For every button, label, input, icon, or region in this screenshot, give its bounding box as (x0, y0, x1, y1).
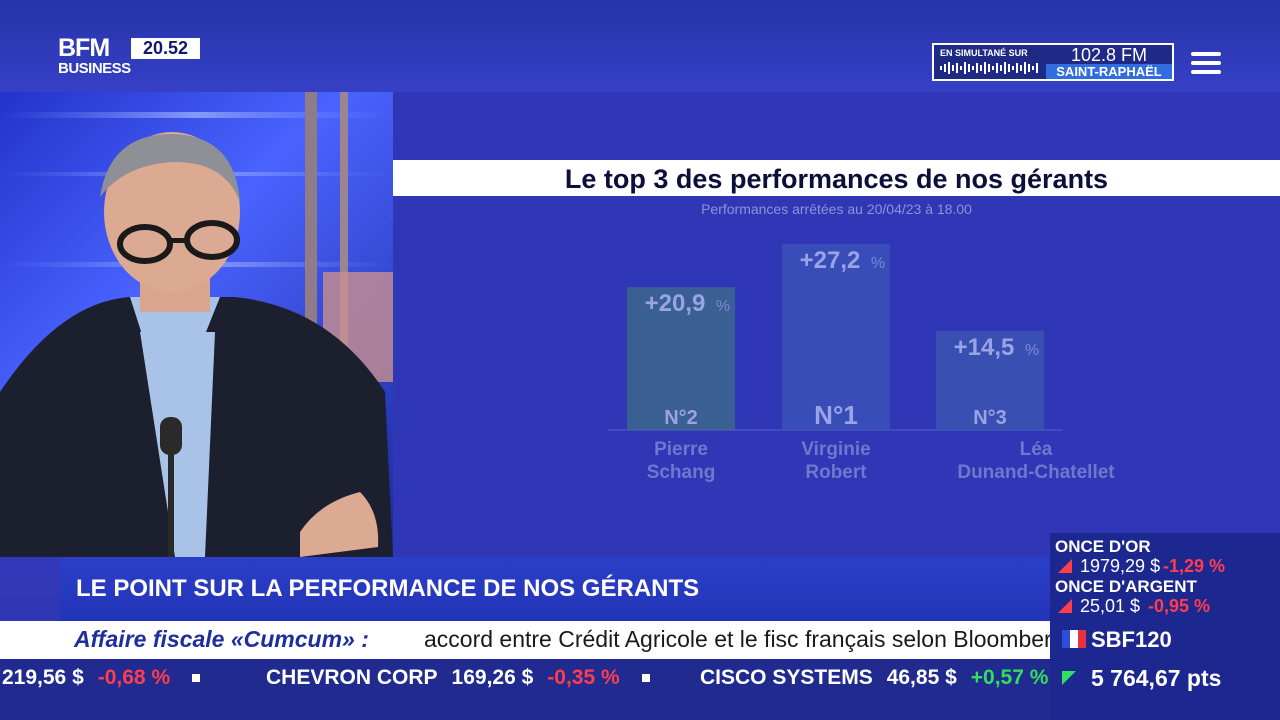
silver-value: 25,01 $ (1080, 596, 1141, 616)
chart-category-label: Schang (647, 462, 716, 483)
chart-value-label: +14,5 (954, 334, 1015, 361)
sound-wave-icon (940, 62, 1038, 74)
chart-title: Le top 3 des performances de nos gérants (564, 164, 1109, 194)
ticker-item: CISCO SYSTEMS 46,85 $ +0,57 % (700, 666, 1048, 690)
gold-change: -1,29 % (1163, 556, 1226, 576)
chart-category-label: Dunand-Chatellet (957, 462, 1115, 483)
chart-title-band (393, 160, 1280, 196)
chart-subtitle: Performances arrêtées au 20/04/23 à 18.0… (701, 201, 972, 217)
stock-ticker (0, 659, 1050, 720)
france-flag-icon (1062, 630, 1086, 648)
radio-frequency: 102.8 FM (1070, 45, 1148, 65)
chart-bar (627, 287, 735, 430)
news-topic: Affaire fiscale «Cumcum» : (74, 626, 369, 652)
ticker-change: +0,57 % (970, 666, 1049, 689)
chart-unit-label: % (1025, 342, 1039, 359)
news-text: accord entre Crédit Agricole et le fisc … (424, 626, 1071, 652)
chart-bar (936, 330, 1044, 430)
chart-category-label: Léa (1020, 439, 1053, 460)
ticker-item: 219,56 $ -0,68 % (2, 666, 201, 690)
headline-bar (60, 557, 1050, 621)
ticker-separator (192, 674, 201, 683)
down-arrow-icon (1058, 559, 1072, 573)
ticker-price: 46,85 $ (886, 666, 957, 689)
ticker-name: CISCO SYSTEMS (700, 666, 873, 689)
down-arrow-icon (1058, 599, 1072, 613)
chart-rank-label: N°1 (814, 400, 858, 430)
chart-category-label: Robert (805, 462, 867, 483)
silver-change: -0,95 % (1148, 596, 1211, 616)
sbf120-name: SBF120 (1091, 627, 1172, 652)
hamburger-menu-icon[interactable] (1191, 52, 1221, 74)
logo-top-text: BFM (58, 34, 110, 62)
ticker-change: -0,35 % (547, 666, 620, 689)
chart-rank-label: N°2 (664, 407, 698, 429)
radio-simulcast-label: EN SIMULTANÉ SUR (940, 48, 1028, 58)
ticker-price: 169,26 $ (451, 666, 534, 689)
studio-video (0, 92, 393, 557)
radio-simulcast-badge: EN SIMULTANÉ SUR 102.8 FM SAINT-RAPHAËL (932, 43, 1174, 81)
ticker-item: CHEVRON CORP 169,26 $ -0,35 % (266, 666, 650, 690)
silver-name: ONCE D'ARGENT (1055, 577, 1197, 596)
ticker-change: -0,68 % (97, 666, 171, 689)
radio-right: 102.8 FM SAINT-RAPHAËL (1046, 45, 1172, 79)
presenter-illustration (0, 92, 393, 557)
gold-name: ONCE D'OR (1055, 537, 1151, 556)
chart-rank-label: N°3 (973, 407, 1007, 429)
clock: 20.52 (131, 38, 200, 59)
chart-category-label: Virginie (801, 439, 870, 460)
news-bar (0, 621, 1050, 659)
chart-value-label: +20,9 (645, 290, 706, 317)
sbf120-value: 5 764,67 pts (1091, 665, 1222, 691)
chart-category-label: Pierre (654, 439, 708, 460)
chart-unit-label: % (716, 298, 730, 315)
radio-city: SAINT-RAPHAËL (1046, 64, 1172, 79)
ticker-separator (641, 674, 650, 683)
ticker-name: CHEVRON CORP (266, 666, 438, 689)
chart-unit-label: % (871, 255, 885, 272)
radio-left: EN SIMULTANÉ SUR (934, 45, 1046, 79)
gold-value: 1979,29 $ (1080, 556, 1161, 576)
chart-value-label: +27,2 (800, 247, 861, 274)
bfm-business-logo: BFM BUSINESS (58, 34, 131, 80)
chart-bar (782, 244, 890, 430)
up-arrow-icon (1062, 671, 1076, 685)
sbf120-box (1050, 621, 1280, 659)
headline: LE POINT SUR LA PERFORMANCE DE NOS GÉRAN… (76, 575, 700, 602)
logo-bottom-text: BUSINESS (58, 60, 131, 77)
ticker-price: 219,56 $ (2, 666, 84, 689)
